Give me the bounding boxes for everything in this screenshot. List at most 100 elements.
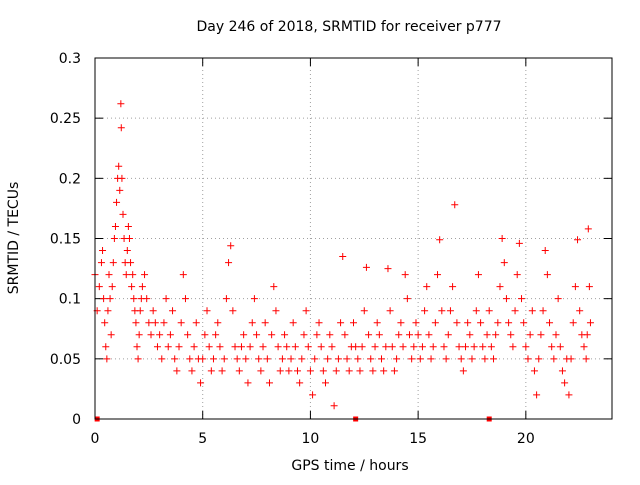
data-point xyxy=(229,307,237,315)
data-point xyxy=(132,319,140,327)
data-point xyxy=(481,355,489,363)
data-point xyxy=(410,343,418,351)
data-point xyxy=(414,331,422,339)
data-point xyxy=(412,319,420,327)
data-point xyxy=(358,343,366,351)
data-point xyxy=(429,343,437,351)
data-point xyxy=(173,367,181,375)
data-point xyxy=(125,235,133,242)
data-point xyxy=(487,343,495,351)
data-point xyxy=(442,355,450,363)
data-point xyxy=(231,343,239,351)
data-point xyxy=(298,355,306,363)
data-point xyxy=(164,343,172,351)
data-point xyxy=(162,295,170,303)
data-point xyxy=(197,379,205,387)
data-point xyxy=(533,391,541,399)
data-point xyxy=(136,307,144,315)
data-point xyxy=(526,331,534,339)
data-point xyxy=(360,307,368,315)
data-point xyxy=(188,367,196,375)
data-point xyxy=(518,295,526,303)
data-point xyxy=(565,391,573,399)
data-point xyxy=(440,343,448,351)
y-tick-label: 0.15 xyxy=(50,232,81,248)
x-axis-label: GPS time / hours xyxy=(291,458,408,474)
data-point xyxy=(101,319,109,327)
data-point xyxy=(147,331,155,339)
data-point xyxy=(291,343,299,351)
data-point xyxy=(107,331,115,339)
data-point xyxy=(416,355,424,363)
data-point xyxy=(100,295,108,303)
data-point xyxy=(115,162,123,170)
data-point xyxy=(149,307,157,315)
data-point xyxy=(119,210,127,218)
data-point xyxy=(455,343,463,351)
data-point xyxy=(237,343,245,351)
data-point xyxy=(468,355,476,363)
data-point xyxy=(153,343,161,351)
data-point xyxy=(117,124,125,132)
data-point xyxy=(586,319,594,327)
data-point xyxy=(584,225,592,233)
data-point xyxy=(104,307,112,315)
data-point xyxy=(380,367,388,375)
x-tick-label: 15 xyxy=(409,431,427,447)
x-tick-label: 20 xyxy=(517,431,535,447)
data-point xyxy=(105,271,113,279)
data-point xyxy=(257,367,265,375)
data-point xyxy=(311,355,319,363)
data-point xyxy=(408,355,416,363)
data-point xyxy=(209,355,217,363)
data-point xyxy=(293,367,301,375)
data-point xyxy=(281,331,289,339)
x-tick-label: 0 xyxy=(91,431,100,447)
data-point xyxy=(571,283,579,291)
data-point xyxy=(425,331,433,339)
data-point xyxy=(343,355,351,363)
data-point xyxy=(558,367,566,375)
data-point xyxy=(319,367,327,375)
data-point xyxy=(141,271,149,279)
data-point xyxy=(117,100,125,108)
data-point xyxy=(459,367,467,375)
data-point xyxy=(175,343,183,351)
data-point xyxy=(283,343,291,351)
data-point xyxy=(130,295,138,303)
data-point xyxy=(421,307,429,315)
data-point xyxy=(505,319,513,327)
x-tick-label: 10 xyxy=(302,431,320,447)
data-point xyxy=(285,367,293,375)
data-point xyxy=(246,343,254,351)
data-point xyxy=(528,307,536,315)
data-point xyxy=(203,307,211,315)
plot-frame xyxy=(94,57,613,420)
data-point xyxy=(574,236,582,244)
data-point xyxy=(453,319,461,327)
data-point xyxy=(222,295,230,303)
data-point xyxy=(356,367,364,375)
data-point xyxy=(118,174,126,182)
data-point xyxy=(334,355,342,363)
data-point xyxy=(554,295,562,303)
data-point xyxy=(399,343,407,351)
data-point xyxy=(345,367,353,375)
data-point xyxy=(116,186,124,194)
data-point xyxy=(509,343,517,351)
data-point xyxy=(423,283,431,291)
data-point xyxy=(99,247,107,255)
data-point xyxy=(225,259,233,267)
data-point xyxy=(156,331,164,339)
data-point xyxy=(97,259,105,267)
data-point xyxy=(337,319,345,327)
data-point xyxy=(466,331,474,339)
data-point xyxy=(431,319,439,327)
data-point xyxy=(250,295,258,303)
data-point xyxy=(220,355,228,363)
data-point xyxy=(102,343,110,351)
data-point xyxy=(218,367,226,375)
data-point xyxy=(302,307,310,315)
